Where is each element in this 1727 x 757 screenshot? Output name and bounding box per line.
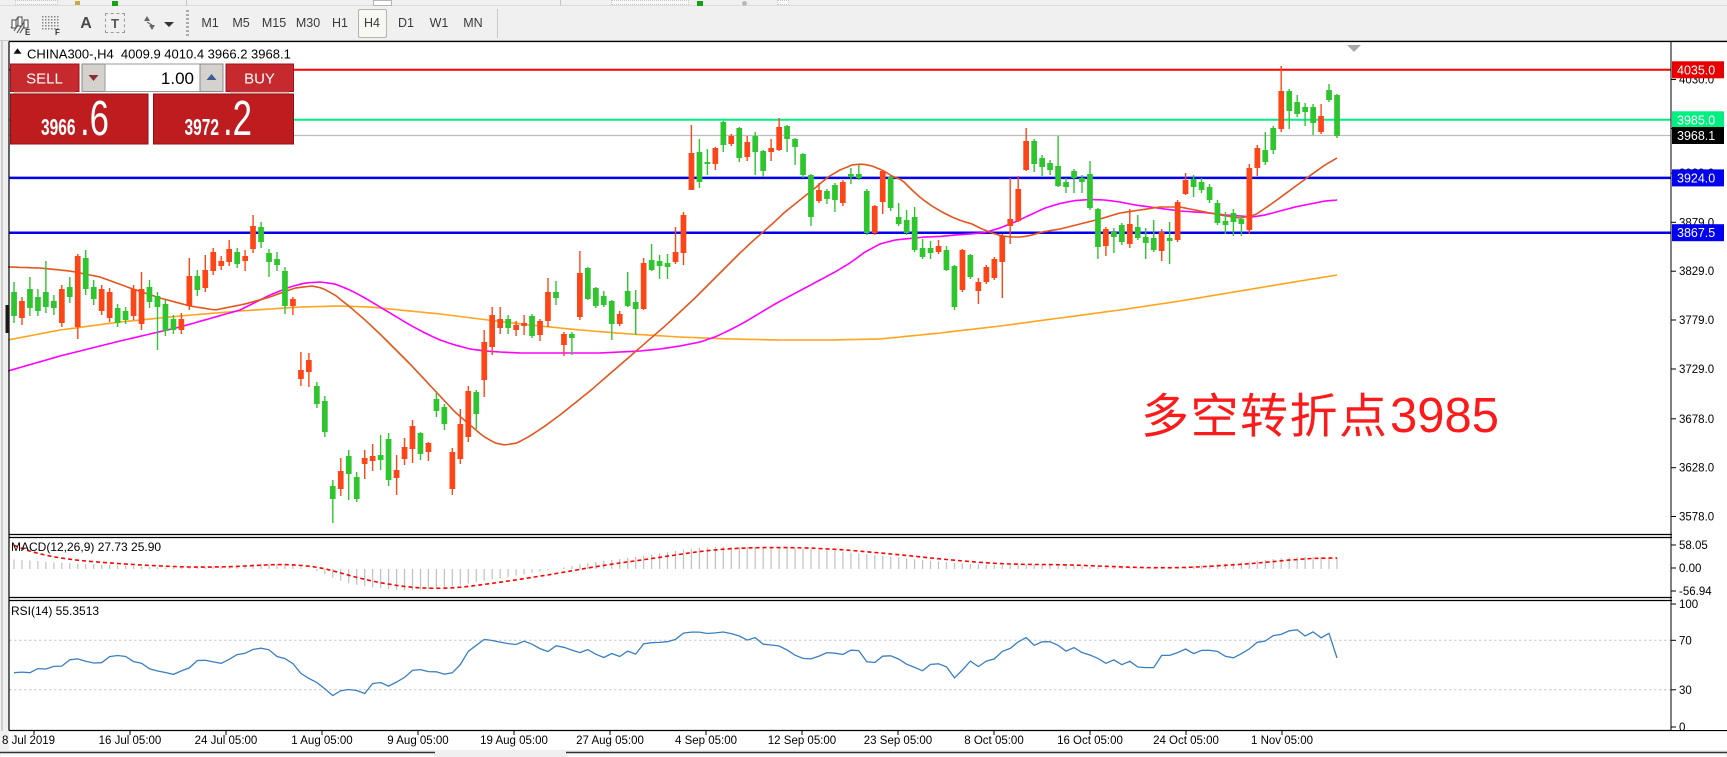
svg-text:1 Nov 05:00: 1 Nov 05:00 — [1251, 735, 1313, 747]
svg-text:12 Sep 05:00: 12 Sep 05:00 — [768, 735, 836, 747]
svg-text:24 Oct 05:00: 24 Oct 05:00 — [1153, 735, 1219, 747]
svg-text:3985: 3985 — [1390, 389, 1499, 443]
svg-text:16 Jul 05:00: 16 Jul 05:00 — [99, 735, 162, 747]
svg-text:16 Oct 05:00: 16 Oct 05:00 — [1057, 735, 1123, 747]
svg-text:3968.1: 3968.1 — [1677, 129, 1715, 143]
svg-text:E: E — [25, 28, 31, 36]
svg-text:3578.0: 3578.0 — [1679, 512, 1714, 524]
svg-text:4 Sep 05:00: 4 Sep 05:00 — [675, 735, 737, 747]
svg-text:0.00: 0.00 — [1679, 563, 1701, 575]
svg-text:3924.0: 3924.0 — [1677, 171, 1715, 185]
svg-text:3966: 3966 — [41, 114, 76, 140]
svg-text:F: F — [55, 28, 60, 36]
svg-text:3678.0: 3678.0 — [1679, 414, 1714, 426]
svg-text:3972: 3972 — [185, 114, 220, 140]
svg-text:30: 30 — [1679, 685, 1692, 697]
svg-text:3729.0: 3729.0 — [1679, 364, 1714, 376]
svg-text:3829.0: 3829.0 — [1679, 266, 1714, 278]
svg-text:3628.0: 3628.0 — [1679, 463, 1714, 475]
svg-text:23 Sep 05:00: 23 Sep 05:00 — [864, 735, 932, 747]
svg-text:4035.0: 4035.0 — [1677, 63, 1715, 77]
svg-text:RSI(14) 55.3513: RSI(14) 55.3513 — [11, 604, 99, 618]
svg-text:1 Aug 05:00: 1 Aug 05:00 — [291, 735, 352, 747]
svg-text:BUY: BUY — [244, 71, 275, 88]
svg-text:8 Jul 2019: 8 Jul 2019 — [2, 735, 55, 747]
svg-text:70: 70 — [1679, 635, 1692, 647]
svg-text:0: 0 — [1679, 722, 1685, 734]
svg-text:SELL: SELL — [26, 71, 63, 88]
svg-text:27 Aug 05:00: 27 Aug 05:00 — [576, 735, 644, 747]
svg-text:19 Aug 05:00: 19 Aug 05:00 — [480, 735, 548, 747]
svg-text:3779.0: 3779.0 — [1679, 315, 1714, 327]
svg-text:8 Oct 05:00: 8 Oct 05:00 — [964, 735, 1023, 747]
svg-text:.2: .2 — [223, 92, 252, 146]
svg-text:3867.5: 3867.5 — [1677, 226, 1715, 240]
svg-text:1.00: 1.00 — [161, 69, 194, 88]
svg-text:58.05: 58.05 — [1679, 540, 1708, 552]
svg-text:9 Aug 05:00: 9 Aug 05:00 — [387, 735, 448, 747]
svg-text:CHINA300-,H4 4009.9 4010.4 39: CHINA300-,H4 4009.9 4010.4 3966.2 3968.1 — [27, 47, 291, 62]
svg-text:MACD(12,26,9) 27.73 25.90: MACD(12,26,9) 27.73 25.90 — [11, 540, 161, 554]
svg-text:24 Jul 05:00: 24 Jul 05:00 — [195, 735, 258, 747]
svg-text:.6: .6 — [80, 92, 109, 146]
svg-text:100: 100 — [1679, 599, 1698, 611]
svg-text:-56.94: -56.94 — [1679, 586, 1712, 598]
svg-text:3985.0: 3985.0 — [1677, 113, 1715, 127]
